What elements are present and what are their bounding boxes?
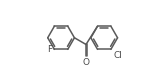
Text: O: O <box>82 58 90 67</box>
Text: F: F <box>47 45 52 54</box>
Text: Cl: Cl <box>113 51 122 60</box>
